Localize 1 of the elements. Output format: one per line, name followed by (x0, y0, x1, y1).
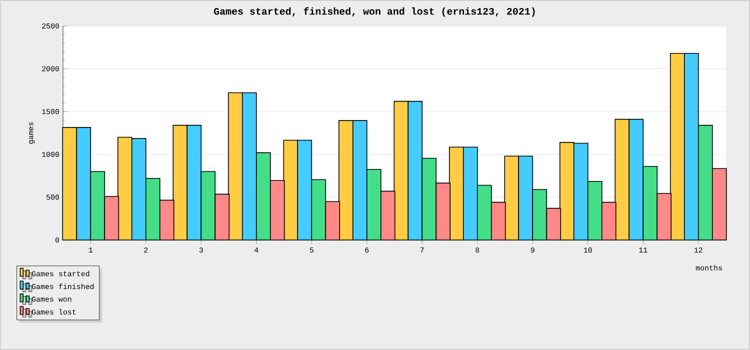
chart-title: Games started, finished, won and lost (ernis123, 2021) (214, 7, 535, 17)
